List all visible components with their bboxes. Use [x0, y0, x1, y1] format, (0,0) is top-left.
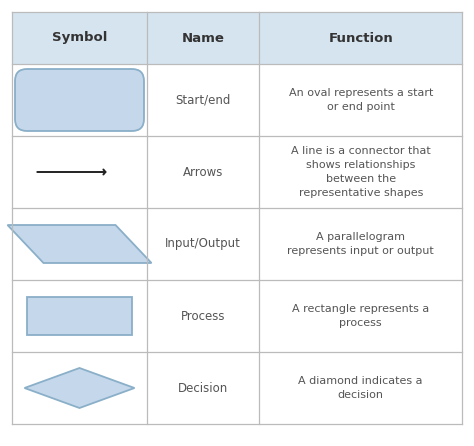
Bar	[12, 352, 462, 424]
Text: A line is a connector that
shows relationships
between the
representative shapes: A line is a connector that shows relatio…	[291, 146, 430, 198]
Text: A diamond indicates a
decision: A diamond indicates a decision	[299, 376, 423, 400]
Bar	[12, 280, 462, 352]
Text: A parallelogram
represents input or output: A parallelogram represents input or outp…	[287, 232, 434, 256]
Bar	[12, 136, 462, 208]
Text: Input/Output: Input/Output	[165, 238, 241, 251]
Bar	[12, 12, 462, 64]
Bar	[12, 208, 462, 280]
Text: An oval represents a start
or end point: An oval represents a start or end point	[289, 88, 433, 112]
Bar	[27, 297, 132, 335]
Text: Decision: Decision	[178, 381, 228, 395]
Text: Symbol: Symbol	[52, 32, 107, 45]
Text: Process: Process	[181, 310, 226, 322]
Text: A rectangle represents a
process: A rectangle represents a process	[292, 304, 429, 328]
Polygon shape	[8, 225, 152, 263]
Bar	[12, 64, 462, 136]
Text: Start/end: Start/end	[175, 94, 231, 107]
Polygon shape	[25, 368, 135, 408]
Text: Arrows: Arrows	[183, 165, 223, 178]
FancyBboxPatch shape	[15, 69, 144, 131]
Text: Function: Function	[328, 32, 393, 45]
Text: Name: Name	[182, 32, 225, 45]
